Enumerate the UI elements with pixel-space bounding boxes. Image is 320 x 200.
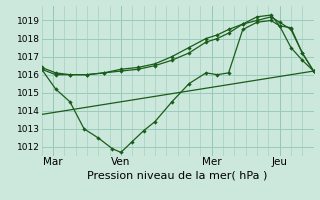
X-axis label: Pression niveau de la mer( hPa ): Pression niveau de la mer( hPa ) [87, 170, 268, 180]
